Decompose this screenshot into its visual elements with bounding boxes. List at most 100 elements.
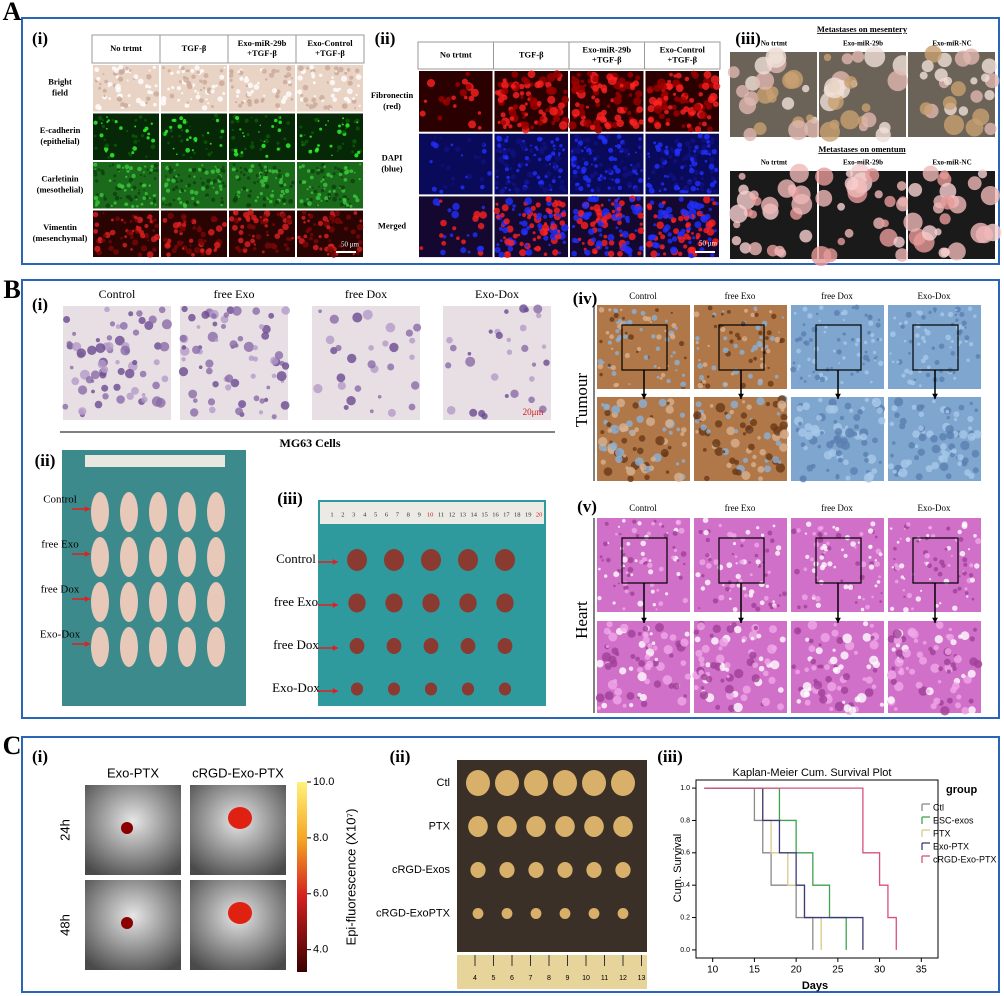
texture (247, 194, 252, 198)
texture (177, 124, 183, 129)
texture (628, 253, 633, 257)
texture (864, 457, 869, 463)
texture (103, 197, 107, 201)
texture (743, 127, 757, 142)
row-label: free Dox (41, 584, 80, 596)
texture (715, 704, 721, 710)
column-header: Exo-Control (307, 38, 353, 48)
texture (651, 521, 655, 526)
texture (177, 221, 182, 227)
texture (574, 134, 580, 140)
texture (529, 223, 535, 229)
texture (720, 678, 725, 683)
texture (225, 384, 232, 391)
texture (558, 154, 560, 157)
texture (796, 405, 803, 412)
texture (777, 703, 784, 711)
texture (362, 309, 373, 320)
texture (624, 331, 628, 335)
row-label: DAPI (382, 153, 403, 163)
texture (964, 326, 967, 329)
texture (604, 409, 611, 417)
texture (840, 311, 845, 316)
texture (664, 109, 669, 115)
texture (124, 164, 130, 170)
texture (104, 306, 110, 313)
ruler-number: 20 (536, 511, 543, 518)
texture (607, 198, 611, 202)
texture (460, 247, 467, 254)
texture (779, 429, 789, 439)
texture (320, 199, 323, 202)
texture (161, 96, 167, 102)
texture (345, 118, 350, 124)
texture (250, 89, 254, 94)
texture (215, 225, 223, 232)
texture (238, 152, 244, 158)
texture (259, 68, 263, 72)
texture (150, 144, 156, 150)
texture (456, 236, 460, 240)
plot-frame (695, 779, 939, 959)
texture (653, 223, 657, 227)
texture (765, 336, 769, 340)
texture (742, 432, 747, 436)
texture (832, 667, 838, 673)
texture (621, 437, 628, 444)
texture (871, 338, 875, 343)
texture (201, 181, 205, 186)
texture (773, 604, 777, 609)
texture (758, 343, 763, 348)
texture (528, 148, 533, 152)
texture (190, 220, 193, 223)
texture (671, 323, 677, 328)
texture (616, 197, 620, 201)
texture (684, 92, 688, 97)
texture (713, 180, 717, 184)
texture (353, 195, 355, 198)
texture (635, 656, 640, 662)
texture (145, 155, 148, 158)
texture (678, 196, 684, 202)
texture (152, 247, 157, 253)
texture (99, 371, 107, 379)
texture (286, 72, 292, 78)
texture (235, 101, 238, 104)
texture (750, 636, 755, 641)
texture (272, 223, 276, 226)
texture (835, 526, 840, 532)
texture (209, 181, 214, 185)
texture (132, 329, 140, 336)
image (190, 785, 286, 875)
texture (673, 184, 680, 191)
texture (497, 96, 504, 103)
texture (523, 78, 531, 85)
texture (138, 139, 140, 142)
header-cell (91, 34, 161, 64)
texture (127, 94, 131, 98)
texture (683, 356, 687, 360)
texture (751, 602, 757, 609)
texture (970, 222, 991, 244)
texture (440, 249, 446, 256)
texture (191, 74, 196, 80)
texture (124, 235, 127, 239)
texture (840, 110, 860, 130)
y-tick-label: 0.6 (680, 850, 690, 857)
image (190, 880, 286, 970)
texture (190, 68, 195, 73)
ruler-number: 4 (473, 975, 477, 982)
texture (301, 180, 306, 185)
texture (337, 145, 342, 151)
texture (552, 153, 556, 156)
texture (616, 134, 622, 139)
texture (778, 594, 782, 597)
texture (829, 656, 838, 665)
texture (759, 449, 766, 456)
texture (264, 242, 272, 249)
texture (683, 164, 688, 168)
texture (611, 202, 615, 206)
texture (674, 96, 680, 102)
texture (879, 600, 882, 603)
texture (695, 649, 703, 657)
